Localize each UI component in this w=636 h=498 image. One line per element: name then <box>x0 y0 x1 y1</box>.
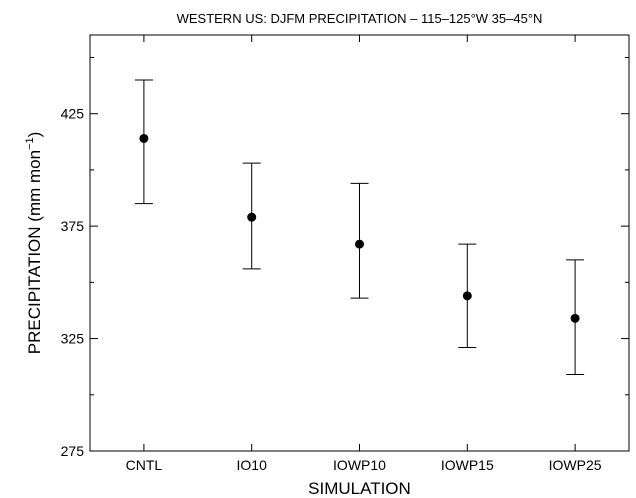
x-tick-label-iowp15: IOWP15 <box>441 457 494 473</box>
y-axis-title-superscript: −1 <box>24 137 36 150</box>
y-axis-title-main: PRECIPITATION (mm mon <box>25 150 44 354</box>
x-tick-label-cntl: CNTL <box>126 457 163 473</box>
x-tick-label-iowp10: IOWP10 <box>333 457 386 473</box>
y-tick-label: 325 <box>61 331 85 347</box>
data-point-iowp15 <box>462 291 472 301</box>
y-axis: 275 325 375 425 <box>61 56 629 459</box>
y-tick-label: 425 <box>61 106 85 122</box>
data-point-io10 <box>247 212 257 222</box>
y-tick-label: 275 <box>61 443 85 459</box>
x-axis: CNTL IO10 IOWP10 IOWP15 IOWP25 <box>126 35 602 473</box>
data-point-iowp10 <box>355 239 364 249</box>
x-tick-label-io10: IO10 <box>237 457 268 473</box>
x-axis-title: SIMULATION <box>308 479 411 498</box>
data-point-iowp25 <box>570 313 580 323</box>
chart-title: WESTERN US: DJFM PRECIPITATION – 115–125… <box>177 11 543 26</box>
data-points <box>139 133 580 323</box>
error-bars <box>134 79 585 376</box>
y-tick-label: 375 <box>61 218 85 234</box>
y-axis-title: PRECIPITATION (mm mon−1) <box>24 132 44 355</box>
y-axis-title-close: ) <box>25 132 44 138</box>
x-tick-label-iowp25: IOWP25 <box>549 457 602 473</box>
data-point-cntl <box>139 133 149 143</box>
